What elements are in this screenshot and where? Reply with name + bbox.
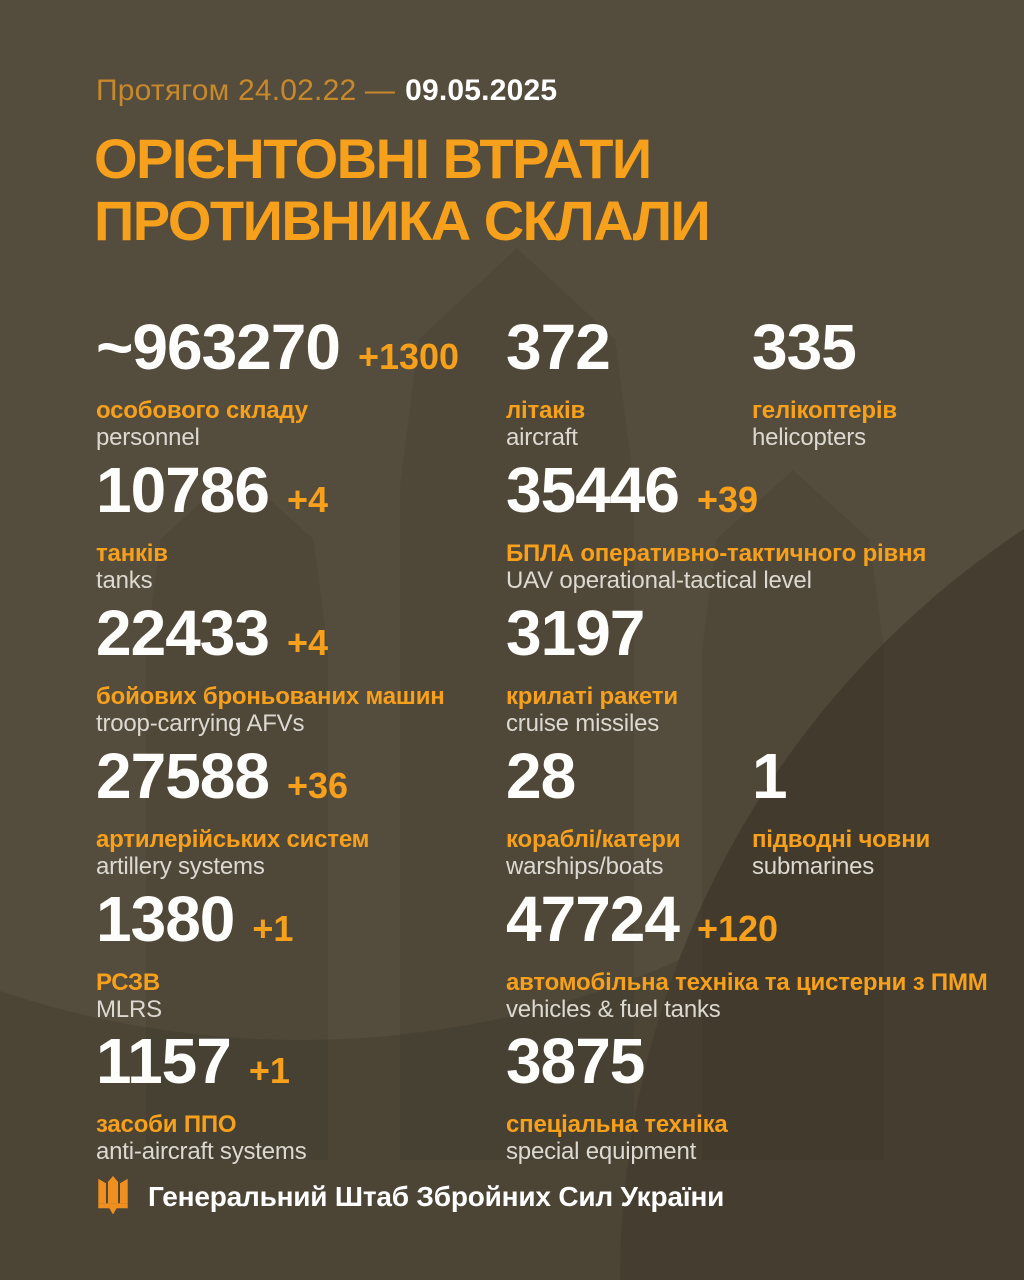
- stat-label-uk: танків: [96, 540, 168, 567]
- footer: Генеральний Штаб Збройних Сил України: [96, 1176, 724, 1218]
- stat-value: 372: [506, 311, 611, 383]
- org-name: Генеральний Штаб Збройних Сил України: [148, 1181, 725, 1212]
- stat-helicopters: 335 гелікоптерів helicopters: [752, 315, 897, 451]
- stat-label-en: submarines: [752, 853, 875, 880]
- stat-label-en: vehicles & fuel tanks: [506, 996, 721, 1023]
- stat-label-en: UAV operational-tactical level: [506, 567, 812, 594]
- period-date: 09.05.2025: [405, 74, 558, 107]
- tryzub-trident-icon: [98, 1176, 128, 1215]
- stat-value: 35446: [506, 454, 680, 526]
- stat-warships: 28 кораблі/катери warships/boats: [506, 744, 681, 880]
- stat-value: 3197: [506, 597, 645, 669]
- stat-label-en: helicopters: [752, 424, 866, 451]
- stat-personnel: ~963270 +1300 особового складу personnel: [96, 315, 460, 451]
- stat-delta: +4: [286, 479, 329, 520]
- stat-delta: +1: [252, 908, 294, 949]
- stat-label-en: tanks: [96, 567, 153, 594]
- title-line-1: ОРІЄНТОВНІ ВТРАТИ: [94, 127, 652, 190]
- stat-tanks: 10786 +4 танків tanks: [96, 458, 329, 594]
- stat-label-uk: спеціальна техніка: [506, 1111, 728, 1138]
- stat-vehicles-fuel-tanks: 47724 +120 автомобільна техніка та цистер…: [506, 887, 988, 1023]
- stat-label-uk: засоби ППО: [96, 1111, 237, 1138]
- stat-label-en: personnel: [96, 424, 200, 451]
- stat-delta: +1300: [357, 336, 460, 377]
- stat-label-en: anti-aircraft systems: [96, 1138, 307, 1165]
- stat-mlrs: 1380 +1 РСЗВ MLRS: [96, 887, 294, 1023]
- stat-value: 47724: [506, 883, 680, 955]
- stat-label-en: cruise missiles: [506, 710, 660, 737]
- stat-anti-aircraft: 1157 +1 засоби ППО anti-aircraft systems: [96, 1029, 307, 1165]
- stat-uav: 35446 +39 БПЛА оперативно-тактичного рівн…: [506, 458, 927, 594]
- stat-label-uk: літаків: [506, 397, 586, 424]
- stat-delta: +120: [696, 908, 779, 949]
- page-title: ОРІЄНТОВНІ ВТРАТИ ПРОТИВНИКА СКЛАЛИ: [94, 127, 711, 252]
- report-period: Протягом 24.02.22 — 09.05.2025: [96, 74, 557, 108]
- stat-special-equipment: 3875 спеціальна техніка special equipmen…: [506, 1029, 728, 1165]
- stat-label-uk: артилерійських систем: [96, 826, 370, 853]
- stat-delta: +36: [286, 765, 349, 806]
- stat-afv: 22433 +4 бойових броньованих машин troop-…: [96, 601, 445, 737]
- stat-value: 1380: [96, 883, 235, 955]
- stat-label-uk: бойових броньованих машин: [96, 683, 445, 710]
- stat-value: 1: [752, 740, 788, 812]
- stat-label-uk: крилаті ракети: [506, 683, 678, 710]
- stat-label-en: warships/boats: [506, 853, 664, 880]
- stat-artillery: 27588 +36 артилерійських систем artillery…: [96, 744, 370, 880]
- stat-value: ~963270: [96, 311, 341, 383]
- stat-aircraft: 372 літаків aircraft: [506, 315, 611, 451]
- stat-label-en: special equipment: [506, 1138, 697, 1165]
- stat-value: 22433: [96, 597, 270, 669]
- stat-value: 335: [752, 311, 857, 383]
- stat-delta: +4: [286, 622, 329, 663]
- stat-submarines: 1 підводні човни submarines: [752, 744, 931, 880]
- stat-label-uk: РСЗВ: [96, 969, 160, 996]
- title-line-2: ПРОТИВНИКА СКЛАЛИ: [94, 189, 711, 252]
- stat-label-en: MLRS: [96, 996, 162, 1023]
- stat-label-uk: особового складу: [96, 397, 308, 424]
- stat-value: 1157: [96, 1025, 232, 1097]
- stat-value: 27588: [96, 740, 270, 812]
- stat-delta: +39: [696, 479, 759, 520]
- stat-label-uk: гелікоптерів: [752, 397, 897, 424]
- stat-label-uk: автомобільна техніка та цистерни з ПММ: [506, 969, 988, 996]
- stat-delta: +1: [248, 1050, 290, 1091]
- stat-value: 3875: [506, 1025, 645, 1097]
- stat-label-en: artillery systems: [96, 853, 265, 880]
- stat-label-uk: підводні човни: [752, 826, 931, 853]
- stat-label-uk: кораблі/катери: [506, 826, 681, 853]
- stat-value: 10786: [96, 454, 270, 526]
- stat-cruise-missiles: 3197 крилаті ракети cruise missiles: [506, 601, 678, 737]
- stat-label-en: aircraft: [506, 424, 578, 451]
- stat-label-en: troop-carrying AFVs: [96, 710, 305, 737]
- period-prefix: Протягом 24.02.22 —: [96, 74, 396, 107]
- stat-label-uk: БПЛА оперативно-тактичного рівня: [506, 540, 927, 567]
- stat-value: 28: [506, 740, 576, 812]
